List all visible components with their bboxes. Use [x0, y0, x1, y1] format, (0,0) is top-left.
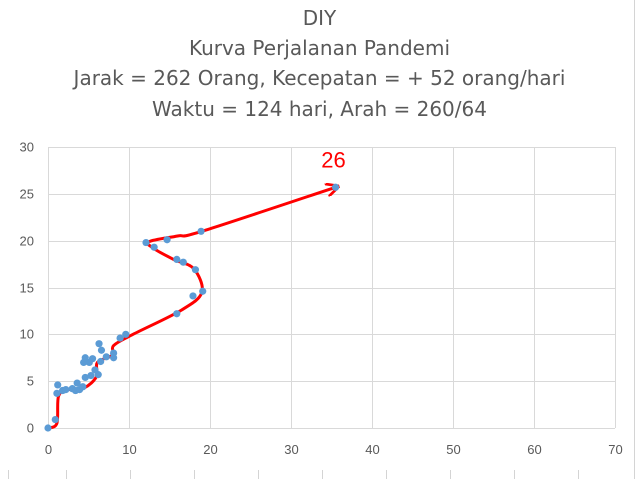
data-point: [189, 292, 197, 300]
data-point: [88, 355, 97, 363]
data-point: [95, 340, 103, 348]
data-point: [73, 379, 81, 387]
x-tick-label: 0: [45, 442, 52, 457]
end-point-label: 26: [321, 147, 345, 172]
y-tick-label: 30: [20, 140, 34, 155]
chart-area[interactable]: [8, 0, 634, 470]
data-point: [62, 385, 70, 394]
data-point: [173, 310, 181, 318]
data-point: [179, 258, 187, 266]
y-tick-label: 10: [20, 327, 34, 342]
trajectory-line: [46, 187, 336, 430]
y-tick-label: 5: [27, 374, 34, 389]
data-point: [53, 389, 61, 397]
y-tick-label: 20: [20, 234, 34, 249]
chart-title-line-3: Jarak = 262 Orang, Kecepatan = + 52 oran…: [73, 66, 566, 90]
data-point: [173, 255, 181, 263]
y-tick-label: 25: [20, 187, 34, 202]
x-tick-label: 10: [122, 442, 136, 457]
data-point: [97, 357, 105, 366]
data-point: [122, 330, 130, 338]
data-point: [142, 238, 150, 247]
data-point: [199, 287, 207, 295]
data-point: [110, 354, 118, 362]
data-point: [150, 243, 158, 251]
chart-title-line-1: DIY: [302, 6, 337, 30]
data-point: [197, 227, 205, 235]
y-tick-label: 15: [20, 281, 34, 296]
data-point: [116, 334, 124, 342]
data-point: [54, 381, 62, 389]
x-tick-label: 20: [203, 442, 217, 457]
data-point: [331, 183, 340, 191]
data-point: [81, 354, 89, 362]
data-point: [91, 366, 99, 374]
data-point: [191, 266, 200, 274]
data-point: [163, 236, 171, 244]
x-tick-label: 50: [446, 442, 460, 457]
x-tick-label: 60: [527, 442, 541, 457]
chart-title-line-2: Kurva Perjalanan Pandemi: [188, 36, 451, 60]
x-tick-label: 40: [365, 442, 379, 457]
data-point: [87, 371, 95, 380]
chart-title-line-4: Waktu = 124 hari, Arah = 260/64: [152, 97, 487, 121]
data-point: [44, 424, 52, 432]
y-tick-label: 0: [27, 421, 34, 436]
data-point: [102, 353, 110, 361]
x-tick-label: 70: [608, 442, 622, 457]
data-point: [51, 415, 59, 424]
x-tick-label: 30: [284, 442, 298, 457]
data-point: [81, 373, 89, 382]
data-point: [79, 383, 87, 391]
data-point: [97, 346, 106, 354]
